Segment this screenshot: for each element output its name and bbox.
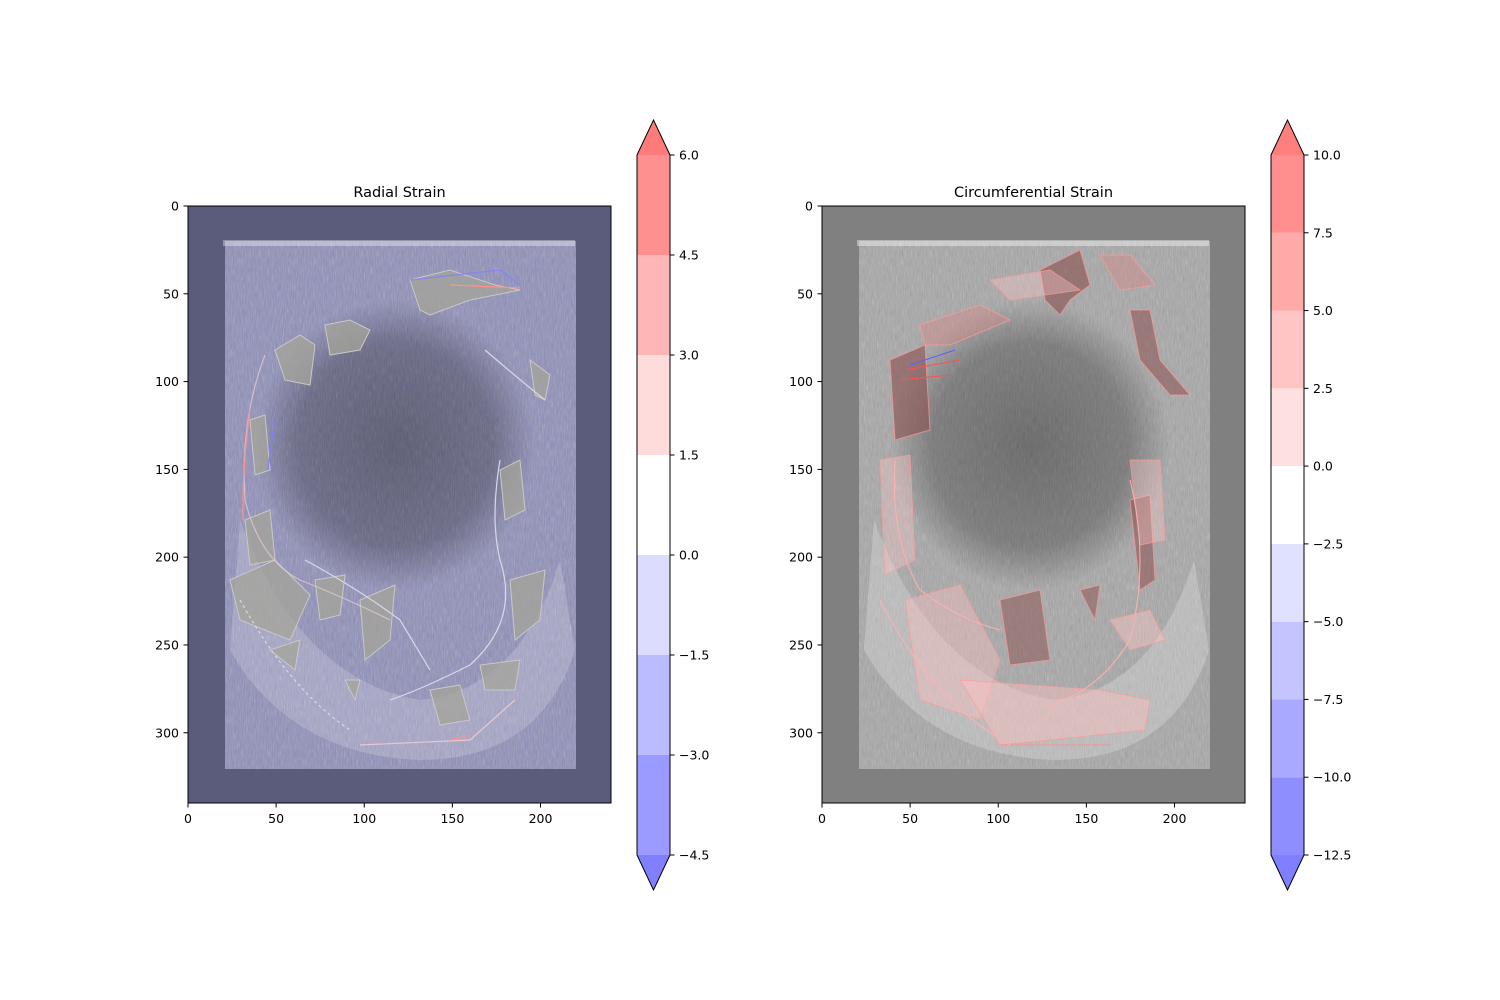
colorbar-segment <box>1271 388 1304 467</box>
colorbar-segment <box>1271 777 1304 855</box>
colorbar-segment <box>1271 155 1304 233</box>
circumferential-x-ticks: 0 50 100 150 200 <box>818 803 1186 826</box>
colorbar-segment <box>1271 232 1304 311</box>
colorbar-extend-low <box>637 855 670 890</box>
x-tick-label: 150 <box>1074 811 1098 826</box>
colorbar-tick-label: −10.0 <box>1313 770 1351 785</box>
circumferential-y-ticks: 0 50 100 150 200 250 300 <box>789 199 822 740</box>
circumferential-strain-overlay <box>879 249 1192 746</box>
radial-plot-area <box>188 206 611 803</box>
y-tick-label: 150 <box>789 462 813 477</box>
colorbar-segment <box>1271 310 1304 389</box>
circumferential-title: Circumferential Strain <box>954 185 1113 201</box>
radial-strain-panel: Radial Strain 0 50 100 150 200 0 50 100 150 200 2… <box>155 118 709 892</box>
colorbar-tick-label: −12.5 <box>1313 848 1351 863</box>
y-tick-label: 0 <box>171 199 179 214</box>
y-tick-label: 300 <box>789 725 813 740</box>
colorbar-tick-label: 4.5 <box>679 248 699 263</box>
colorbar-tick-label: 10.0 <box>1313 148 1341 163</box>
y-tick-label: 50 <box>797 286 813 301</box>
colorbar-tick-label: 3.0 <box>679 348 699 363</box>
circumferential-axes-frame <box>821 205 1246 804</box>
colorbar-tick-label: 6.0 <box>679 148 699 163</box>
x-tick-label: 50 <box>902 811 918 826</box>
circumferential-plot-area <box>822 206 1245 803</box>
y-tick-label: 250 <box>155 637 179 652</box>
colorbar-segment <box>637 155 670 255</box>
circumferential-strain-panel: Circumferential Strain 0 50 100 150 200 0 50 1… <box>789 118 1351 892</box>
colorbar-segment <box>637 355 670 455</box>
radial-strain-overlay <box>229 269 551 726</box>
colorbar-segment <box>637 655 670 755</box>
radial-x-ticks: 0 50 100 150 200 <box>184 803 552 826</box>
colorbar-tick-label: −7.5 <box>1313 692 1343 707</box>
x-tick-label: 0 <box>818 811 826 826</box>
radial-axes-frame <box>187 205 612 804</box>
colorbar-tick-label: 1.5 <box>679 448 699 463</box>
colorbar-tick-label: −4.5 <box>679 848 709 863</box>
colorbar-tick-label: 2.5 <box>1313 381 1333 396</box>
x-tick-label: 100 <box>352 811 376 826</box>
y-tick-label: 200 <box>155 550 179 565</box>
colorbar-segment <box>1271 699 1304 778</box>
y-tick-label: 300 <box>155 725 179 740</box>
colorbar-segment <box>1271 466 1304 544</box>
y-tick-label: 100 <box>155 374 179 389</box>
colorbar-tick-label: 5.0 <box>1313 303 1333 318</box>
colorbar-segment <box>637 755 670 855</box>
colorbar-segment <box>1271 621 1304 700</box>
radial-y-ticks: 0 50 100 150 200 250 300 <box>155 199 188 740</box>
colorbar-segment <box>637 555 670 655</box>
colorbar-extend-low <box>1271 855 1304 890</box>
colorbar-tick-label: 7.5 <box>1313 225 1333 240</box>
y-tick-label: 100 <box>789 374 813 389</box>
x-tick-label: 150 <box>440 811 464 826</box>
x-tick-label: 50 <box>268 811 284 826</box>
colorbar-tick-label: −1.5 <box>679 648 709 663</box>
x-tick-label: 0 <box>184 811 192 826</box>
x-tick-label: 200 <box>1163 811 1187 826</box>
colorbar-tick-label: 0.0 <box>1313 459 1333 474</box>
x-tick-label: 100 <box>986 811 1010 826</box>
colorbar-segment <box>637 255 670 355</box>
y-tick-label: 250 <box>789 637 813 652</box>
circumferential-contours <box>879 349 1141 746</box>
colorbar-tick-label: −3.0 <box>679 748 709 763</box>
colorbar-tick-label: 0.0 <box>679 548 699 563</box>
colorbar-segment <box>637 455 670 555</box>
y-tick-label: 200 <box>789 550 813 565</box>
colorbar-extend-high <box>637 120 670 155</box>
radial-colorbar: −4.5 −3.0 −1.5 0.0 1.5 3.0 4.5 6.0 <box>636 118 709 892</box>
colorbar-tick-label: −2.5 <box>1313 536 1343 551</box>
x-tick-label: 200 <box>529 811 553 826</box>
y-tick-label: 150 <box>155 462 179 477</box>
radial-contours <box>239 269 546 746</box>
y-tick-label: 50 <box>163 286 179 301</box>
colorbar-extend-high <box>1271 120 1304 155</box>
colorbar-tick-label: −5.0 <box>1313 614 1343 629</box>
colorbar-segment <box>1271 543 1304 622</box>
circumferential-colorbar: −12.5 −10.0 −7.5 −5.0 −2.5 0.0 2.5 5.0 7.5 10.0 <box>1270 118 1351 892</box>
radial-title: Radial Strain <box>353 185 445 201</box>
y-tick-label: 0 <box>805 199 813 214</box>
